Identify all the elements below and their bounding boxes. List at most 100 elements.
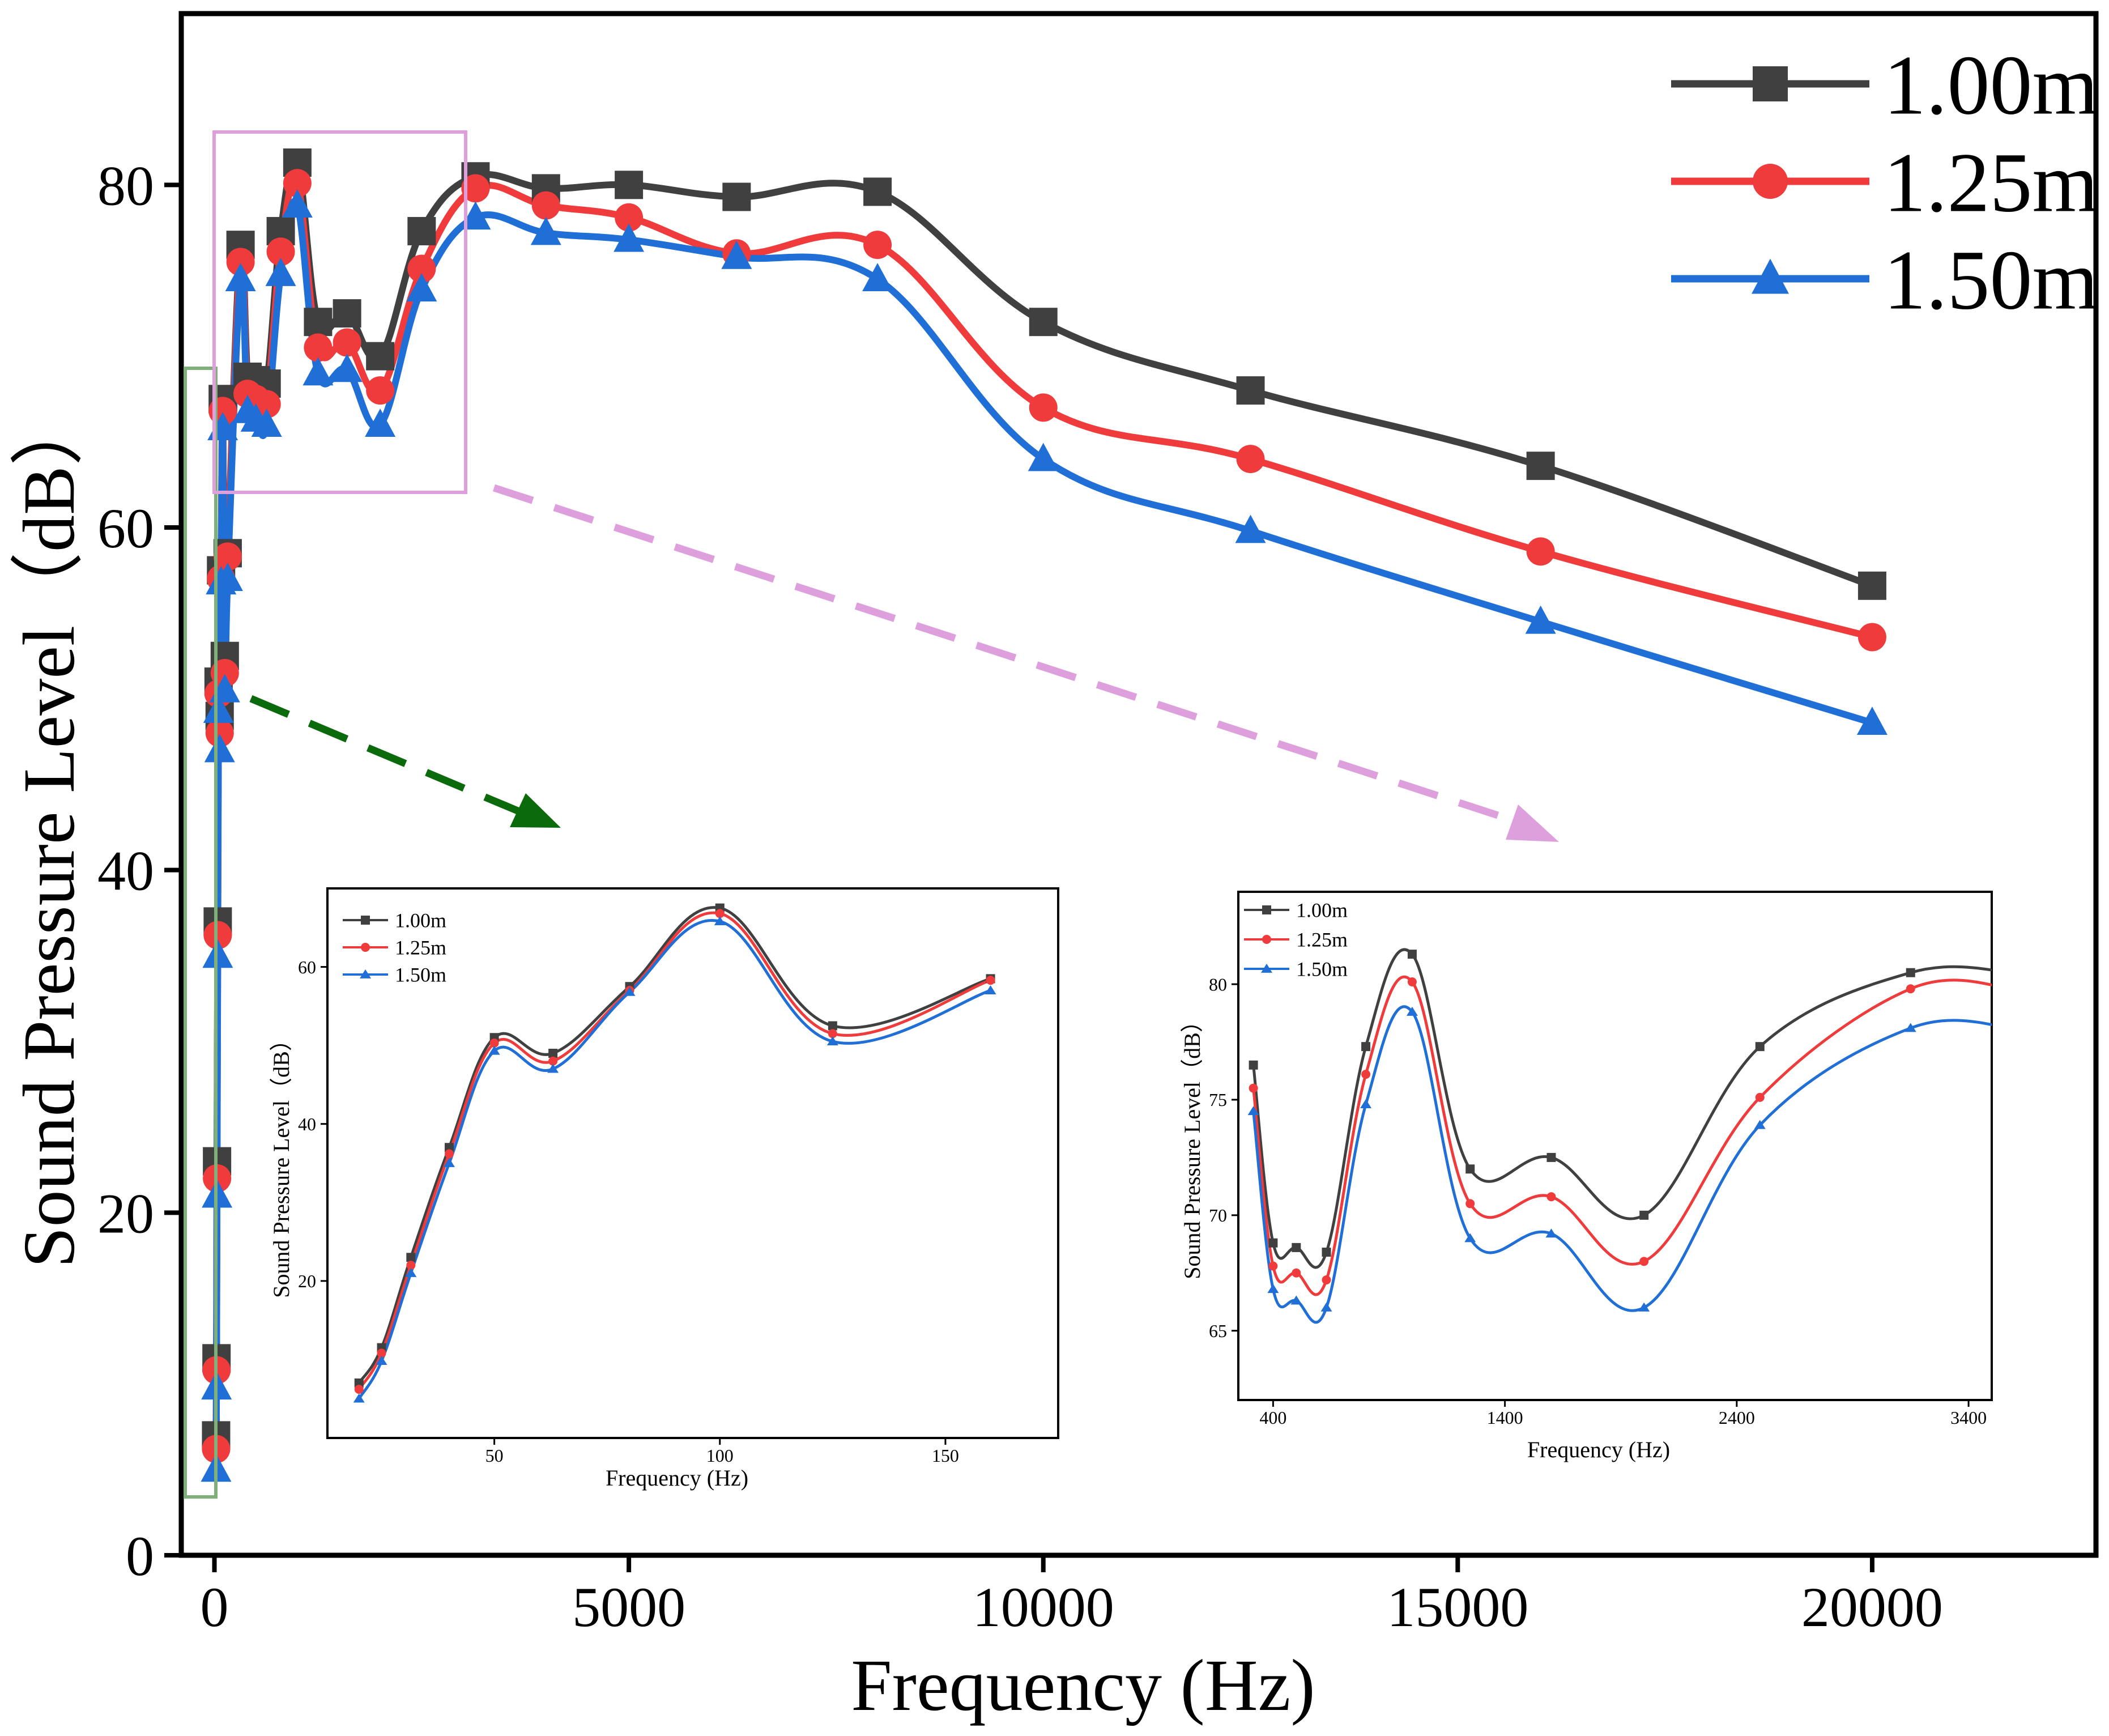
inset1-legend-label: 1.25m	[395, 937, 446, 959]
main-data-point-1.50m	[1028, 442, 1059, 471]
inset2-data-point-1.25m	[1322, 1275, 1331, 1284]
inset1-x-tick-label: 100	[706, 1445, 734, 1466]
main-legend-label: 1.50m	[1884, 233, 2098, 327]
inset2-legend-marker	[1262, 935, 1271, 944]
main-y-tick-label: 40	[97, 840, 154, 903]
main-data-point-1.50m	[365, 409, 396, 437]
inset1-data-point-1.50m	[376, 1356, 387, 1365]
main-data-point-1.50m	[1235, 514, 1266, 543]
inset2-data-point-1.50m	[1247, 1106, 1259, 1116]
inset2-data-point-1.25m	[1906, 984, 1915, 994]
main-data-point-1.00m	[1526, 452, 1555, 480]
inset2-data-point-1.00m	[1546, 1152, 1556, 1162]
inset2-data-point-1.00m	[1292, 1243, 1301, 1252]
inset1-x-tick-label: 150	[932, 1445, 959, 1466]
main-x-tick-label: 15000	[1387, 1576, 1528, 1639]
inset1-y-tick-label: 20	[298, 1271, 316, 1291]
inset1-legend-marker	[360, 969, 371, 978]
inset2-x-tick-label: 2400	[1719, 1407, 1755, 1428]
main-data-point-1.00m	[615, 171, 644, 199]
inset2-data-point-1.50m	[1290, 1295, 1302, 1305]
inset2-data-point-1.25m	[1407, 977, 1417, 987]
inset2-data-point-1.50m	[1754, 1120, 1766, 1129]
inset1-legend-label: 1.50m	[395, 964, 446, 986]
inset2-data-point-1.50m	[1638, 1302, 1650, 1312]
inset1-plot-area	[353, 903, 996, 1403]
inset-mid-frequency: 400 1400 2400 3400 65 70 75 80 1.00m 1.25m 1.50m F…	[1179, 891, 1993, 1462]
main-y-tick-label: 20	[97, 1182, 154, 1245]
inset1-data-point-1.25m	[715, 909, 725, 918]
main-data-point-1.25m	[283, 169, 312, 198]
main-plot-area	[201, 148, 1888, 1482]
main-legend-marker	[1752, 258, 1789, 294]
inset2-legend-marker	[1262, 905, 1271, 914]
main-data-point-1.25m	[1526, 537, 1555, 566]
inset2-frame	[1237, 891, 1993, 1401]
main-data-point-1.25m	[407, 254, 436, 283]
inset1-x-axis-title: Frequency (Hz)	[606, 1465, 748, 1491]
inset1-y-tick-label: 60	[298, 957, 316, 977]
inset1-legend-marker	[361, 943, 370, 952]
main-data-point-1.25m	[366, 376, 395, 405]
inset1-data-point-1.50m	[714, 916, 726, 926]
inset1-data-point-1.50m	[353, 1393, 365, 1403]
inset1-y-axis-title: Sound Pressure Level（dB）	[269, 1028, 294, 1298]
main-data-point-1.25m	[1236, 445, 1265, 474]
main-data-point-1.25m	[304, 333, 333, 362]
inset2-legend-label: 1.00m	[1296, 899, 1348, 922]
inset1-data-point-1.00m	[548, 1049, 558, 1058]
inset1-data-point-1.00m	[828, 1021, 837, 1031]
inset2-legend-label: 1.50m	[1296, 958, 1348, 981]
inset1-legend-label: 1.00m	[395, 909, 446, 932]
main-legend-marker	[1753, 164, 1788, 199]
pink-zoom-arrow	[492, 484, 1559, 842]
green-zoom-arrow	[249, 695, 561, 828]
main-y-tick-label: 60	[97, 497, 154, 560]
main-data-point-1.50m	[460, 201, 491, 230]
main-data-point-1.25m	[333, 328, 361, 357]
main-data-point-1.25m	[205, 718, 234, 747]
main-data-point-1.50m	[613, 223, 645, 252]
inset2-data-point-1.25m	[1546, 1192, 1556, 1202]
main-data-point-1.00m	[1857, 571, 1886, 600]
main-data-point-1.25m	[213, 542, 242, 571]
inset2-data-point-1.50m	[1267, 1284, 1279, 1294]
main-x-tick-label: 20000	[1801, 1576, 1943, 1639]
inset2-data-point-1.50m	[1320, 1302, 1332, 1312]
main-data-point-1.50m	[282, 189, 313, 218]
zoom-box-mid-frequency	[212, 130, 467, 494]
inset2-legend-label: 1.25m	[1296, 929, 1348, 951]
main-data-point-1.00m	[407, 216, 436, 245]
inset2-data-point-1.00m	[1906, 968, 1915, 977]
inset2-data-point-1.00m	[1361, 1042, 1371, 1052]
main-data-point-1.50m	[862, 263, 893, 291]
inset1-data-point-1.25m	[828, 1029, 837, 1039]
inset2-data-point-1.25m	[1361, 1070, 1371, 1079]
inset1-data-point-1.25m	[986, 976, 995, 985]
main-frame	[178, 11, 2099, 1558]
inset2-data-point-1.50m	[1905, 1023, 1916, 1032]
main-data-point-1.00m	[366, 342, 395, 371]
main-data-point-1.00m	[722, 182, 751, 211]
inset1-data-point-1.25m	[489, 1038, 499, 1048]
y-axis-title: Sound Pressure Level（dB）	[8, 392, 90, 1267]
inset1-data-point-1.25m	[354, 1385, 364, 1394]
inset1-data-point-1.50m	[547, 1063, 559, 1073]
inset1-x-tick-label: 50	[485, 1445, 504, 1466]
inset2-plot-area	[1247, 948, 1992, 1324]
inset1-y-tick-label: 40	[298, 1114, 316, 1134]
main-data-point-1.25m	[863, 231, 892, 259]
inset2-x-tick-label: 400	[1259, 1407, 1286, 1428]
main-data-point-1.25m	[461, 174, 490, 203]
main-data-point-1.00m	[863, 177, 892, 206]
main-legend-label: 1.00m	[1884, 39, 2098, 133]
main-data-point-1.25m	[1857, 623, 1886, 652]
inset1-data-point-1.00m	[406, 1253, 416, 1262]
inset1-data-point-1.00m	[354, 1378, 364, 1388]
main-data-point-1.50m	[331, 354, 363, 382]
main-data-point-1.25m	[1029, 393, 1058, 422]
main-x-tick-label: 10000	[973, 1576, 1114, 1639]
inset2-y-tick-label: 75	[1209, 1090, 1227, 1110]
main-data-point-1.00m	[333, 299, 361, 328]
